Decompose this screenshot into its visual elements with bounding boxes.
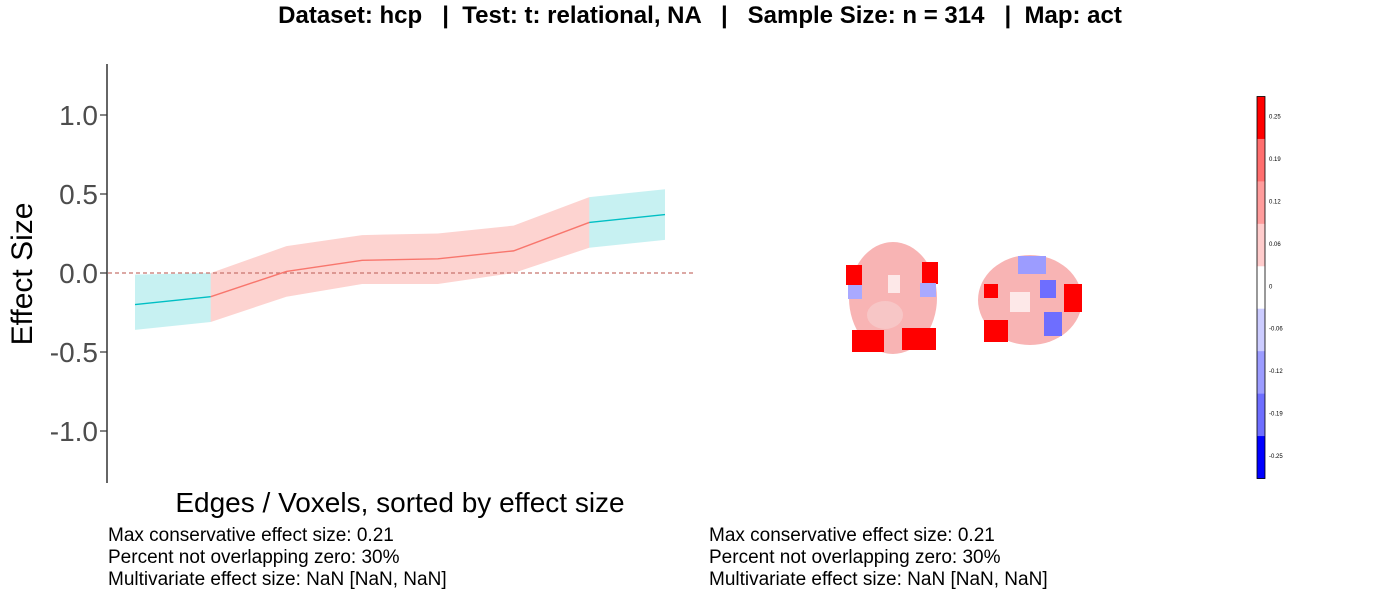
x-axis-label: Edges / Voxels, sorted by effect size (175, 487, 624, 518)
max-conservative-effect-left: Max conservative effect size: 0.21 (108, 525, 394, 546)
confidence-band (135, 273, 211, 330)
percent-not-overlapping-left: Percent not overlapping zero: 30% (108, 547, 400, 568)
stats-panel-left: Max conservative effect size: 0.21 Perce… (108, 525, 447, 591)
colorbar-label: 0.12 (1269, 199, 1281, 205)
colorbar-swatch (1257, 308, 1265, 352)
effect-size-line (589, 213, 666, 224)
colorbar-swatch (1257, 351, 1265, 394)
multivariate-effect-right: Multivariate effect size: NaN [NaN, NaN] (709, 569, 1048, 590)
y-tick-label: -1.0 (50, 416, 98, 447)
colorbar-swatch (1257, 223, 1265, 267)
y-axis-label: Effect Size (6, 203, 39, 346)
colorbar-labels: 0.25 0.19 0.12 0.06 0 -0.06 -0.12 -0.19 -0.25 (1269, 115, 1283, 461)
effect-size-line (134, 296, 211, 306)
y-tick-label: 0.5 (59, 179, 98, 210)
colorbar-label: -0.06 (1269, 327, 1283, 333)
colorbar-label: -0.25 (1269, 454, 1283, 460)
multivariate-effect-left: Multivariate effect size: NaN [NaN, NaN] (108, 569, 447, 590)
colorbar-swatch (1257, 96, 1265, 140)
brain-map-image (846, 242, 1082, 354)
chart-title: Dataset: hcp | Test: t: relational, NA |… (278, 2, 1122, 29)
brain-slice-coronal (846, 242, 938, 354)
colorbar-swatches (1257, 96, 1265, 479)
colorbar-label: 0.06 (1269, 242, 1281, 248)
y-tick-label: 1.0 (59, 100, 98, 131)
stats-panel-right: Max conservative effect size: 0.21 Perce… (709, 525, 1048, 591)
effect-size-line (210, 221, 590, 298)
percent-not-overlapping-right: Percent not overlapping zero: 30% (709, 547, 1001, 568)
colorbar-swatch (1257, 138, 1265, 182)
colorbar-label: 0 (1269, 284, 1273, 290)
colorbar-swatch (1257, 436, 1265, 479)
colorbar-label: 0.25 (1269, 115, 1281, 121)
colorbar-label: -0.12 (1269, 369, 1283, 375)
colorbar-label: -0.19 (1269, 412, 1283, 418)
max-conservative-effect-right: Max conservative effect size: 0.21 (709, 525, 995, 546)
colorbar-label: 0.19 (1269, 157, 1281, 163)
y-axis-ticks: 1.0 0.5 0.0 -0.5 -1.0 (50, 100, 107, 447)
effect-size-lines (134, 213, 666, 306)
y-tick-label: -0.5 (50, 337, 98, 368)
colorbar-legend: 0.25 0.19 0.12 0.06 0 -0.06 -0.12 -0.19 -0.25 (1256, 96, 1283, 479)
y-tick-label: 0.0 (59, 258, 98, 289)
colorbar-swatch (1257, 181, 1265, 225)
brain-slice-sagittal (978, 255, 1082, 345)
colorbar-swatch (1257, 393, 1265, 437)
colorbar-swatch (1257, 266, 1265, 310)
